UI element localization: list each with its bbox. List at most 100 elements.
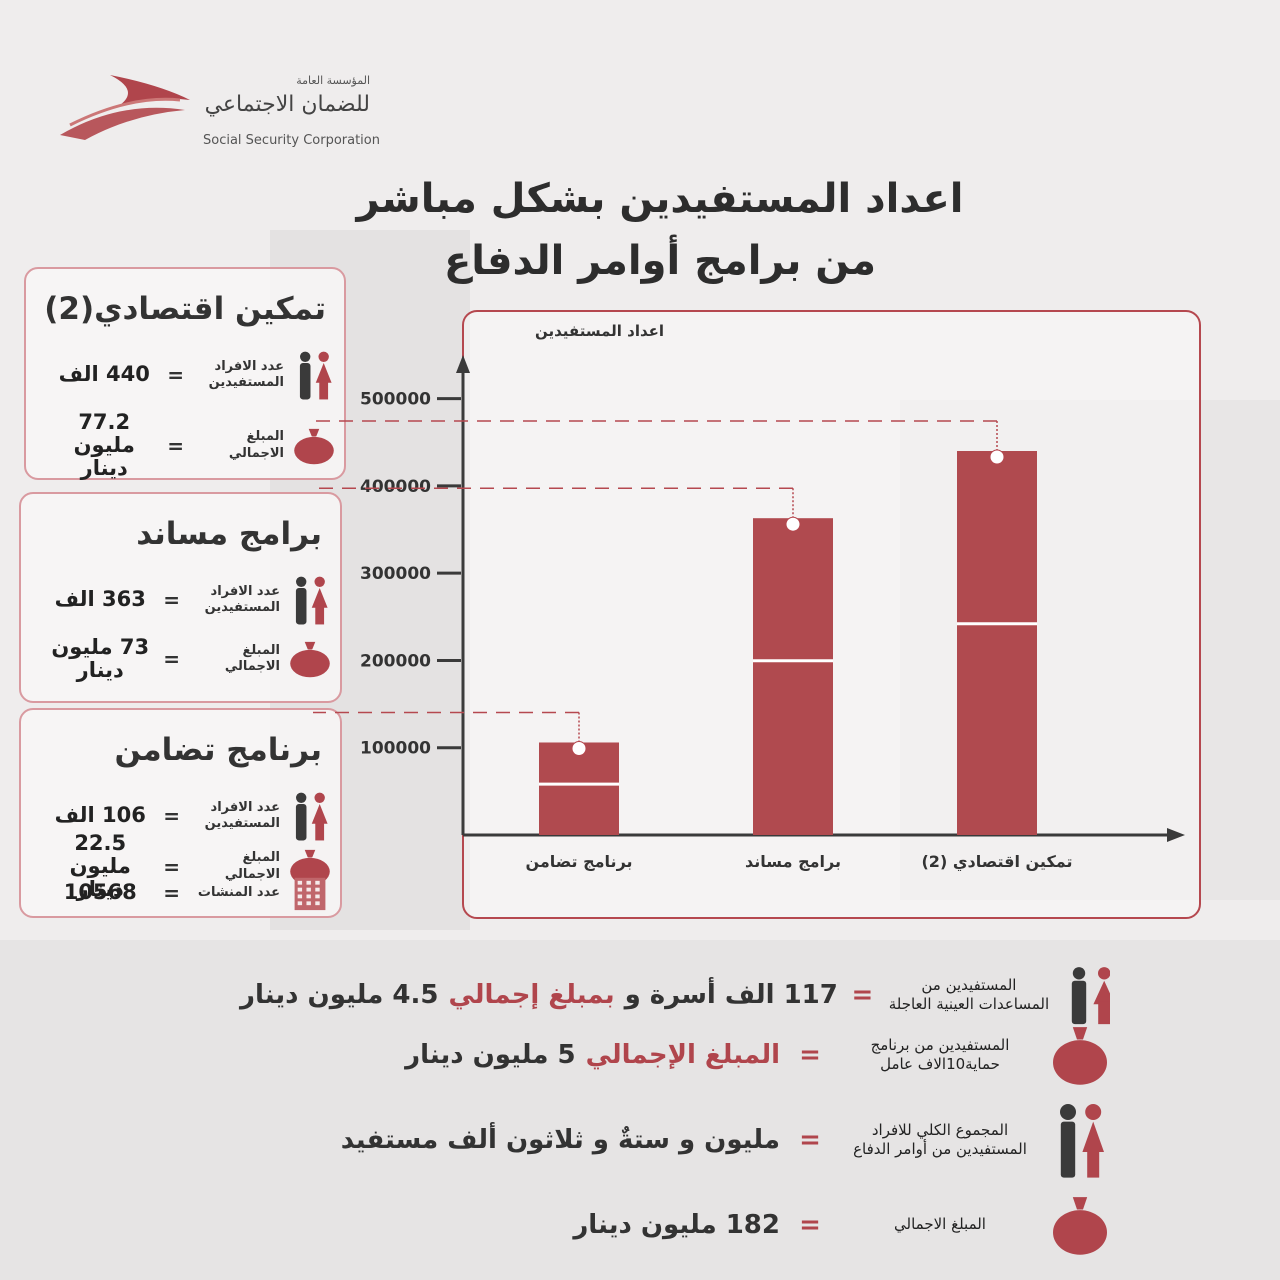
summary-part: 182 مليون دينار (573, 1210, 780, 1240)
panel-row: المبلغ الاجمالي = 77.2 مليون دينار (49, 410, 336, 481)
people-shape (1093, 980, 1110, 1005)
y-tick-label: 100000 (360, 739, 431, 759)
panel: تمكين اقتصادي(2) عدد الافراد المستفيدين = 4… (24, 267, 346, 480)
people-shape (299, 363, 311, 400)
summary-label: المبلغ الاجمالي (894, 1215, 986, 1234)
building-shape (297, 901, 303, 906)
summary-row: المبلغ الاجمالي = 182 مليون دينار (230, 1195, 1110, 1255)
summary-value: المبلغ الإجمالي 5 مليون دينار (230, 1040, 780, 1070)
panel-row: المبلغ الاجمالي = 73 مليون دينار (45, 635, 332, 683)
summary-label: المستفيدين من المساعدات العينية العاجلة (888, 975, 1050, 1014)
x-axis-arrow (1167, 828, 1185, 842)
people-shape (1071, 980, 1087, 1025)
chart: اعداد المستفيدين 100000 200000 300000 40000… (313, 310, 1201, 919)
bag-shape (304, 641, 316, 650)
summary-part: 4.5 مليون دينار (240, 980, 439, 1010)
people-shape (1097, 967, 1110, 980)
panel-equals: = (163, 588, 180, 612)
summary-part: المبلغ الإجمالي (585, 1040, 780, 1070)
logo-swoosh (60, 107, 185, 140)
bag-icon (290, 641, 330, 678)
people-shape (1082, 1121, 1104, 1152)
panel-title: برامج مساند (136, 516, 322, 552)
people-shape (1085, 1104, 1102, 1120)
panel-equals: = (163, 881, 180, 905)
people-shape (314, 792, 325, 803)
building-shape (297, 880, 303, 885)
summary-equals: = (799, 1040, 821, 1070)
panel: برامج مساند عدد الافراد المستفيدين = 363 ال… (19, 492, 342, 703)
title-line: من برامج أوامر الدفاع (443, 238, 877, 284)
bag-shape (1072, 1027, 1088, 1040)
summary-label: المجموع الكلي للافراد المستفيدين من أوام… (853, 1120, 1027, 1159)
summary-value: 182 مليون دينار (230, 1210, 780, 1240)
people-shape (296, 576, 307, 587)
bar-marker (785, 516, 801, 532)
bar (957, 451, 1037, 835)
building-shape (315, 880, 320, 885)
summary-equals: = (851, 980, 874, 1010)
panel-value: 106 الف (54, 803, 146, 828)
people-shape (295, 588, 307, 625)
people-icon (295, 576, 328, 625)
panel-equals: = (163, 854, 180, 879)
bag-shape (1053, 1210, 1107, 1255)
panel-equals: = (163, 647, 180, 672)
y-tick-label: 500000 (360, 390, 431, 410)
people-shape (314, 576, 325, 587)
panel-value: 73 مليون دينار (51, 635, 150, 683)
people-shape (319, 380, 329, 400)
people-shape (296, 792, 307, 803)
bag-shape (1053, 1040, 1107, 1085)
summary-value: مليون و ستةٌ و ثلاثون ألف مستفيد (230, 1125, 780, 1155)
panel-value: 77.2 مليون دينار (73, 410, 135, 481)
bag-shape (304, 849, 316, 858)
summary-part: بمبلغ إجمالي (448, 980, 615, 1010)
people-shape (300, 351, 311, 362)
panel-label: عدد الافراد المستفيدين (208, 358, 284, 390)
people-shape (315, 605, 325, 625)
y-axis-arrow (456, 355, 470, 373)
summary-equals: = (799, 1125, 821, 1155)
building-shape (315, 887, 320, 892)
panel-label: عدد المنشات (197, 884, 280, 900)
y-tick-label: 400000 (360, 477, 431, 497)
panel-title: برنامج تضامن (114, 732, 322, 768)
bag-shape (294, 436, 334, 464)
people-shape (1060, 1121, 1076, 1178)
people-shape (1072, 967, 1086, 980)
panel-value: 363 الف (54, 587, 146, 612)
bag-icon (1053, 1027, 1107, 1085)
panel-row: عدد المنشات = 10568 (45, 874, 332, 912)
people-shape (315, 821, 325, 841)
people-shape (311, 804, 328, 824)
logo-arabic: للضمان الاجتماعي (204, 92, 370, 117)
people-icon (1060, 1104, 1104, 1178)
panel-row: عدد الافراد المستفيدين = 363 الف (45, 574, 332, 626)
x-tick-label: تمكين اقتصادي (2) (921, 852, 1072, 872)
bag-shape (1072, 1197, 1088, 1210)
summary-part: 117 الف أسرة و (624, 980, 838, 1010)
panel-row: عدد الافراد المستفيدين = 106 الف (45, 790, 332, 842)
building-shape (297, 894, 303, 899)
panel-label: المبلغ الاجمالي (224, 850, 280, 882)
summary-row: المجموع الكلي للافراد المستفيدين من أوام… (230, 1104, 1110, 1178)
building-shape (315, 894, 320, 899)
people-shape (1087, 1148, 1100, 1178)
building-shape (306, 901, 311, 906)
bag-shape (290, 649, 330, 678)
bag-icon (1053, 1197, 1107, 1255)
people-shape (318, 351, 329, 362)
logo-swoosh (110, 75, 190, 105)
people-shape (295, 804, 307, 841)
panel-label: المبلغ الاجمالي (224, 642, 280, 675)
title-line: اعداد المستفيدين بشكل مباشر (356, 176, 964, 222)
people-icon (299, 351, 332, 400)
panel-title: تمكين اقتصادي(2) (44, 291, 326, 327)
building-shape (315, 901, 320, 906)
panel-equals: = (167, 433, 184, 458)
panel-value: 440 الف (58, 362, 150, 387)
people-shape (1098, 1001, 1110, 1025)
panel: برنامج تضامن عدد الافراد المستفيدين = 106 ا… (19, 708, 342, 918)
